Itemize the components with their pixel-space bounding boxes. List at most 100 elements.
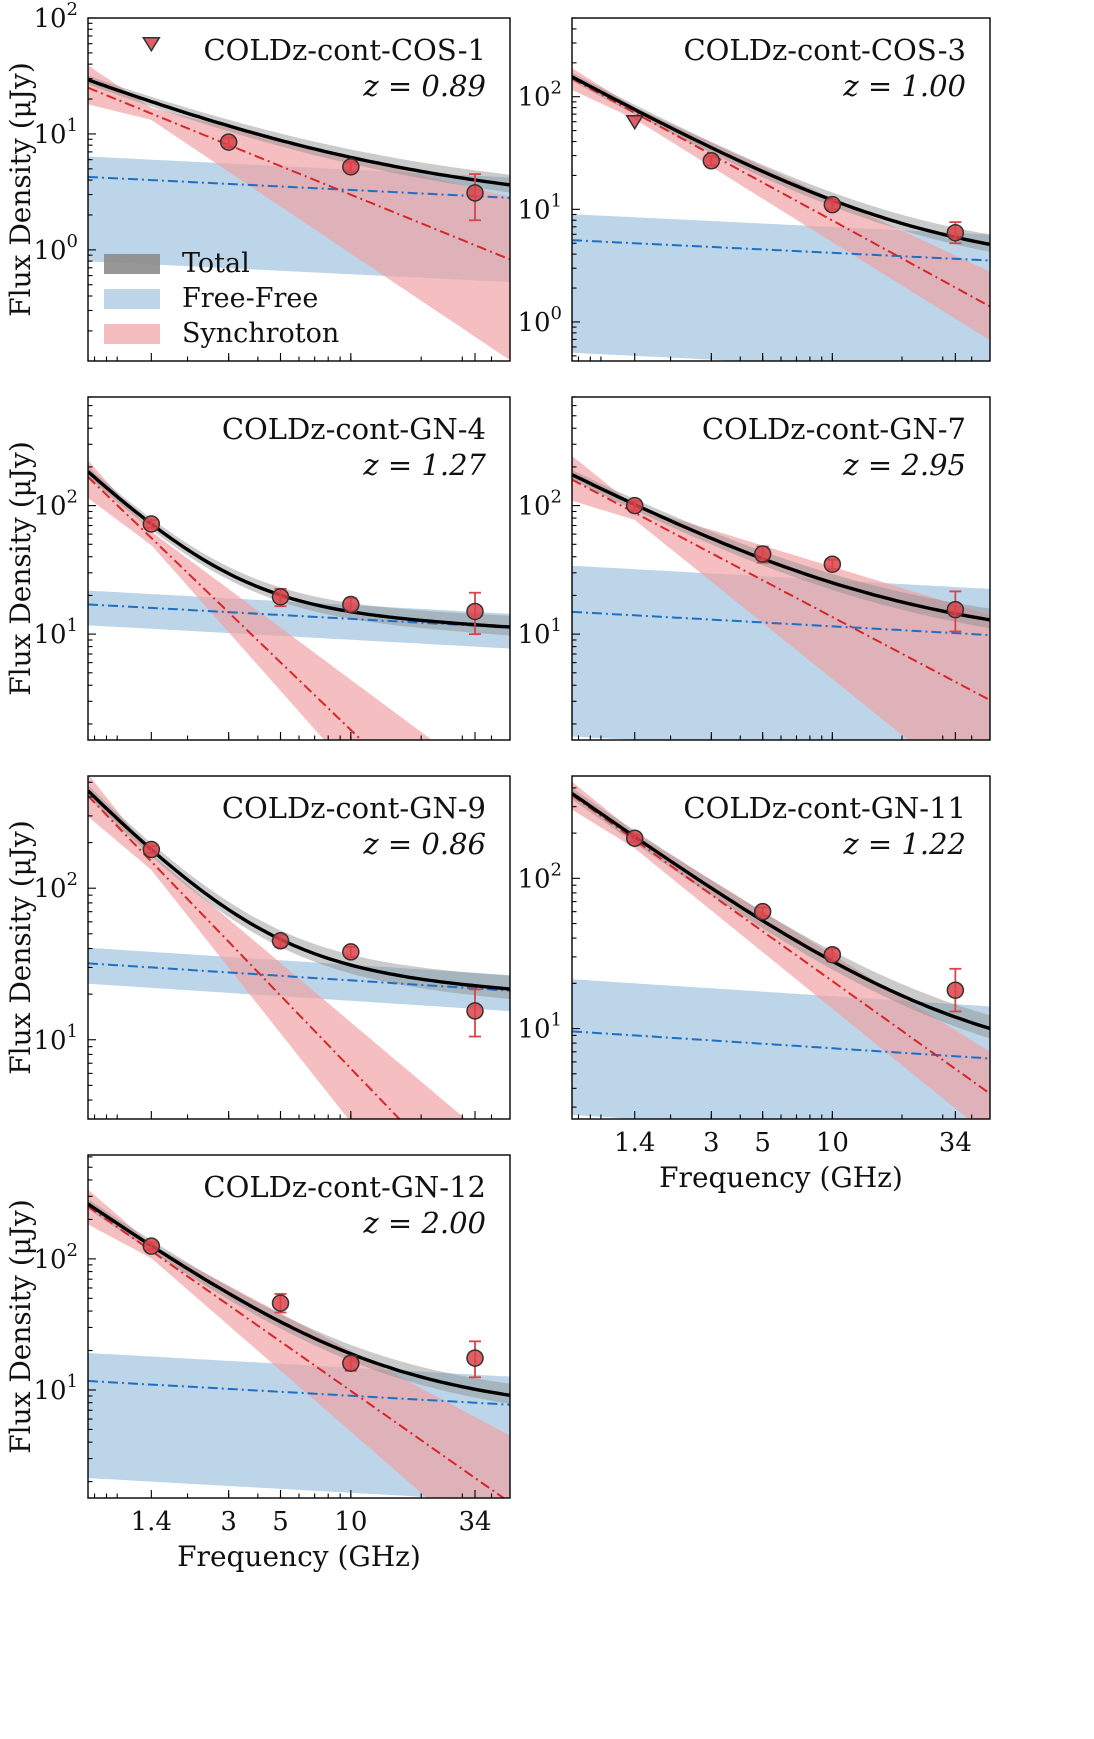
y-tick-label: 102 xyxy=(517,78,562,113)
x-tick-label: 3 xyxy=(220,1507,237,1537)
x-tick-label: 1.4 xyxy=(131,1507,172,1537)
source-name: COLDz-cont-GN-7 xyxy=(702,412,966,446)
plot-area xyxy=(572,781,990,1119)
legend-swatch-freefree xyxy=(104,289,160,309)
y-tick-label: 102 xyxy=(517,859,562,894)
data-point xyxy=(142,840,161,859)
y-tick-exponent: 1 xyxy=(551,190,562,211)
freefree-line xyxy=(572,1030,990,1060)
source-name: COLDz-cont-COS-3 xyxy=(683,33,966,67)
y-tick-label: 101 xyxy=(33,115,78,150)
upper-limit-marker xyxy=(625,114,645,131)
data-point xyxy=(753,545,772,563)
x-tick-label: 34 xyxy=(458,1507,491,1537)
y-tick-label: 101 xyxy=(33,1371,78,1406)
y-tick-label: 101 xyxy=(517,615,562,650)
total-band xyxy=(88,785,510,1000)
y-tick-exponent: 2 xyxy=(67,487,78,508)
legend-label-total: Total xyxy=(182,248,250,279)
data-point xyxy=(271,932,290,950)
y-tick-label: 102 xyxy=(33,0,78,34)
data-point xyxy=(823,945,842,964)
data-point xyxy=(219,133,238,151)
synchrotron-band xyxy=(88,65,510,361)
y-axis-label: Flux Density (μJy) xyxy=(4,1199,37,1454)
data-point xyxy=(142,1237,161,1255)
freefree-line xyxy=(572,239,990,262)
data-point xyxy=(946,600,965,619)
legend-swatch-total xyxy=(104,254,160,274)
data-point xyxy=(466,184,484,202)
plot-area xyxy=(88,36,510,361)
y-axis-label: Flux Density (μJy) xyxy=(4,441,37,696)
y-tick-label: 102 xyxy=(33,1240,78,1275)
total-band xyxy=(88,1199,510,1404)
synchrotron-band xyxy=(88,1189,510,1498)
source-name: COLDz-cont-COS-1 xyxy=(203,33,486,67)
redshift-label: z = 0.86 xyxy=(362,827,486,861)
data-point xyxy=(946,223,965,242)
source-name: COLDz-cont-GN-9 xyxy=(222,791,486,825)
x-axis-label: Frequency (GHz) xyxy=(177,1540,421,1573)
synchrotron-line xyxy=(572,794,990,1095)
synchrotron-line xyxy=(88,795,401,1119)
x-tick-label: 5 xyxy=(272,1507,289,1537)
data-point xyxy=(625,829,644,847)
legend: Total Free-Free Synchroton xyxy=(104,248,339,349)
data-point xyxy=(342,943,360,961)
synchrotron-band xyxy=(88,460,432,740)
total-line xyxy=(88,78,510,187)
y-tick-exponent: 1 xyxy=(67,1371,78,1392)
data-point xyxy=(625,496,644,515)
y-axis-label: Flux Density (μJy) xyxy=(4,820,37,1075)
legend-label-freefree: Free-Free xyxy=(182,283,318,314)
y-axis-label: Flux Density (μJy) xyxy=(4,62,37,317)
total-band xyxy=(88,75,510,193)
y-tick-label: 101 xyxy=(33,615,78,650)
y-tick-exponent: 1 xyxy=(551,615,562,636)
synchrotron-line xyxy=(88,86,510,261)
data-point xyxy=(271,1294,290,1312)
panel-coldz-cont-gn-7: 101 102 COLDz-cont-GN-7z = 2.95 xyxy=(517,396,991,741)
x-tick-label: 10 xyxy=(816,1128,849,1158)
y-tick-label: 100 xyxy=(517,303,562,338)
y-tick-exponent: 2 xyxy=(67,869,78,890)
redshift-label: z = 2.00 xyxy=(362,1206,486,1240)
data-point xyxy=(466,1002,484,1020)
synchrotron-band xyxy=(572,455,990,740)
data-point xyxy=(466,1349,484,1367)
plot-area xyxy=(572,68,990,361)
y-tick-label: 101 xyxy=(517,190,562,225)
redshift-label: z = 2.95 xyxy=(842,448,966,482)
freefree-band xyxy=(88,590,510,649)
x-tick-label: 34 xyxy=(939,1128,972,1158)
x-tick-label: 5 xyxy=(754,1128,771,1158)
y-tick-exponent: 1 xyxy=(551,1010,562,1031)
panel-coldz-cont-gn-12: 101 102 1.4 3 5 10 34 Frequency (GHz) Flux Densi… xyxy=(4,1154,511,1573)
x-tick-label: 10 xyxy=(334,1507,367,1537)
data-point xyxy=(823,555,842,573)
source-name: COLDz-cont-GN-12 xyxy=(203,1170,486,1204)
y-tick-exponent: 1 xyxy=(67,115,78,136)
legend-label-synchrotron: Synchroton xyxy=(182,318,339,349)
upper-limit-marker xyxy=(141,36,161,53)
total-line xyxy=(88,470,510,629)
y-tick-exponent: 1 xyxy=(67,615,78,636)
data-point xyxy=(142,515,161,533)
y-tick-exponent: 0 xyxy=(551,303,562,324)
plot-area xyxy=(572,455,990,740)
plot-area xyxy=(88,1189,510,1498)
redshift-label: z = 1.00 xyxy=(842,69,966,103)
y-tick-label: 101 xyxy=(33,1021,78,1056)
total-line xyxy=(88,789,510,991)
data-point xyxy=(823,195,842,214)
source-name: COLDz-cont-GN-11 xyxy=(683,791,966,825)
freefree-line xyxy=(572,610,990,637)
total-band xyxy=(572,469,990,629)
y-tick-label: 102 xyxy=(33,869,78,904)
y-tick-label: 102 xyxy=(517,487,562,522)
x-tick-label: 3 xyxy=(703,1128,720,1158)
